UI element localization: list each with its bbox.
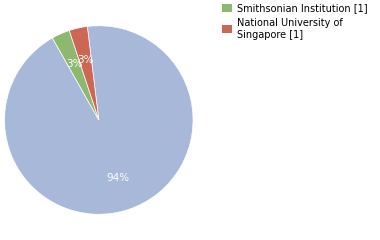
Legend: Mined from GenBank, NCBI [30], Smithsonian Institution [1], National University : Mined from GenBank, NCBI [30], Smithsoni… — [222, 0, 380, 41]
Wedge shape — [69, 26, 99, 120]
Wedge shape — [52, 30, 99, 120]
Text: 3%: 3% — [77, 55, 93, 65]
Wedge shape — [5, 26, 193, 214]
Text: 3%: 3% — [66, 59, 82, 69]
Text: 94%: 94% — [106, 173, 130, 183]
